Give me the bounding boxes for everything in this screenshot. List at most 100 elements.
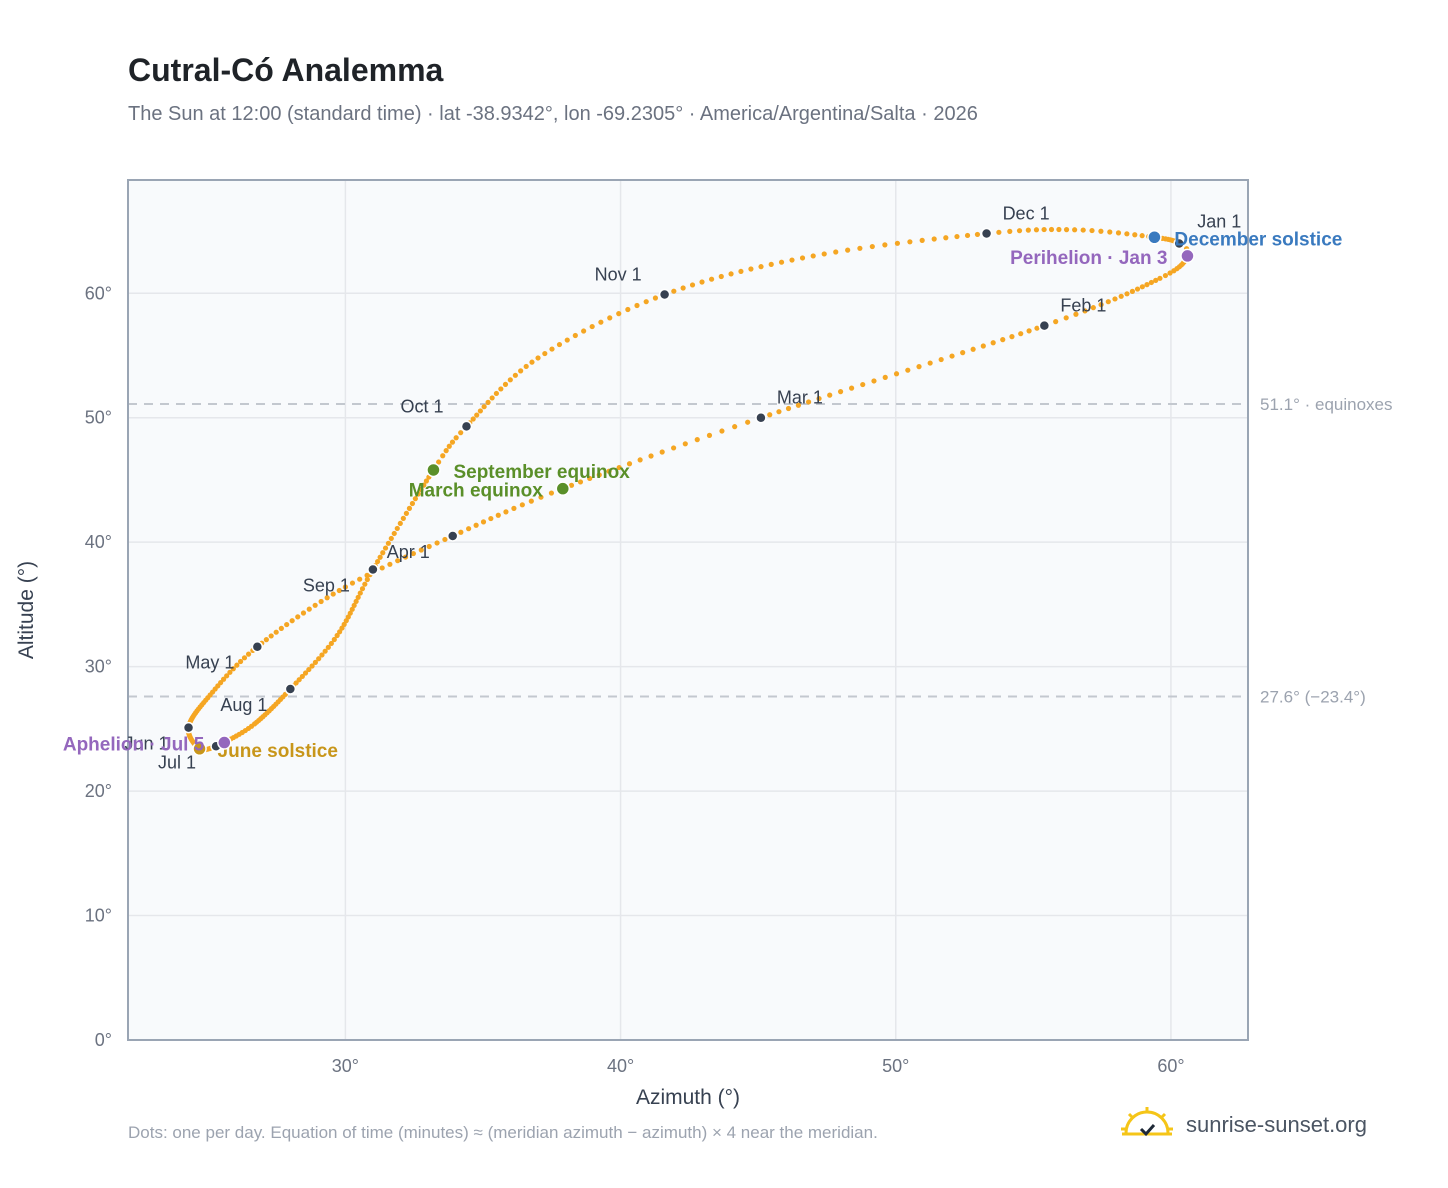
daily-sun-dot — [415, 491, 421, 497]
event-label: March equinox — [409, 481, 544, 502]
daily-sun-dot — [699, 279, 705, 285]
daily-sun-dot — [349, 606, 355, 612]
daily-sun-dot — [391, 530, 397, 537]
daily-sun-dot — [273, 629, 279, 635]
daily-sun-dot — [234, 662, 240, 668]
sun-horizon-check-icon — [1121, 1107, 1173, 1137]
daily-sun-dot — [319, 652, 325, 658]
daily-sun-dot — [708, 276, 715, 282]
daily-sun-dot — [954, 233, 960, 240]
daily-sun-dot — [493, 390, 500, 397]
daily-sun-dot — [990, 340, 996, 346]
daily-sun-dot — [312, 602, 318, 608]
daily-sun-dot — [931, 236, 937, 242]
daily-sun-dot — [960, 350, 966, 356]
daily-sun-dot — [529, 359, 535, 365]
month-marker — [980, 227, 993, 240]
daily-sun-dot — [388, 535, 394, 542]
x-tick-label: 60° — [1157, 1056, 1184, 1076]
month-label: May 1 — [185, 653, 234, 673]
daily-sun-dot — [1082, 308, 1088, 314]
y-tick-label: 20° — [85, 781, 112, 801]
daily-sun-dot — [1063, 315, 1069, 321]
month-label: Aug 1 — [220, 695, 267, 715]
daily-sun-dot — [776, 409, 782, 415]
daily-sun-dot — [1171, 268, 1177, 274]
daily-sun-dot — [1098, 228, 1104, 234]
y-axis-label: Altitude (°) — [15, 561, 38, 659]
daily-sun-dot — [916, 364, 922, 370]
event-label: December solstice — [1174, 229, 1342, 250]
daily-sun-dot — [745, 419, 751, 425]
chart-footnote: Dots: one per day. Equation of time (min… — [128, 1123, 878, 1142]
daily-sun-dot — [857, 245, 863, 251]
daily-sun-dot — [882, 242, 888, 248]
daily-sun-dot — [512, 372, 518, 378]
x-tick-label: 30° — [332, 1056, 359, 1076]
daily-sun-dot — [336, 587, 342, 594]
daily-sun-dot — [893, 371, 900, 377]
daily-sun-dot — [1072, 227, 1078, 233]
daily-sun-dot — [1105, 299, 1111, 305]
daily-sun-dot — [458, 430, 464, 436]
daily-sun-dot — [1089, 227, 1095, 234]
daily-sun-dot — [849, 385, 855, 391]
daily-sun-dot — [882, 374, 888, 380]
daily-sun-dot — [351, 602, 357, 609]
daily-sun-dot — [426, 543, 432, 550]
daily-sun-dot — [470, 416, 476, 422]
daily-sun-dot — [442, 536, 448, 543]
december-solstice-marker — [1147, 230, 1162, 245]
month-label: Jul 1 — [158, 752, 196, 772]
x-tick-label: 50° — [882, 1056, 909, 1076]
x-axis-label: Azimuth (°) — [636, 1086, 740, 1109]
daily-sun-dot — [380, 550, 386, 556]
daily-sun-dot — [964, 232, 971, 239]
daily-sun-dot — [268, 633, 274, 639]
daily-sun-dot — [1112, 296, 1118, 302]
daily-sun-dot — [306, 666, 312, 673]
daily-sun-dot — [324, 595, 330, 601]
daily-sun-dot — [357, 590, 363, 596]
daily-sun-dot — [1034, 325, 1040, 331]
daily-sun-dot — [453, 435, 459, 441]
brand-logo[interactable]: sunrise-sunset.org — [1120, 1100, 1367, 1150]
daily-sun-dot — [263, 637, 269, 643]
daily-sun-dot — [403, 510, 410, 516]
daily-sun-dot — [241, 655, 248, 661]
month-label: Feb 1 — [1060, 296, 1106, 316]
x-tick-label: 40° — [607, 1056, 634, 1076]
june-solstice-marker — [192, 741, 207, 757]
daily-sun-dot — [495, 512, 501, 518]
daily-sun-dot — [300, 610, 307, 616]
daily-sun-dot — [748, 266, 754, 272]
daily-sun-dot — [1025, 227, 1031, 233]
daily-sun-dot — [309, 663, 315, 669]
daily-sun-dot — [220, 676, 227, 682]
daily-sun-dot — [230, 666, 236, 672]
daily-sun-dot — [648, 453, 654, 459]
apsis-marker — [1180, 248, 1195, 264]
daily-sun-dot — [518, 368, 524, 374]
daily-sun-dot — [406, 505, 413, 511]
month-label: Sep 1 — [303, 576, 350, 596]
daily-sun-dot — [607, 315, 613, 321]
daily-sun-dot — [795, 402, 802, 408]
daily-sun-dot — [421, 482, 427, 488]
daily-sun-dot — [596, 472, 602, 478]
daily-sun-dot — [503, 509, 509, 515]
y-tick-label: 30° — [85, 657, 112, 677]
daily-sun-dot — [1098, 302, 1104, 308]
daily-sun-dot — [556, 341, 563, 348]
daily-sun-dot — [331, 636, 337, 643]
daily-sun-dot — [519, 502, 525, 508]
daily-sun-dot — [440, 453, 446, 459]
daily-sun-dot — [1134, 286, 1141, 292]
month-marker — [460, 420, 473, 433]
daily-sun-dot — [1056, 226, 1062, 233]
daily-sun-dot — [289, 618, 295, 624]
daily-sun-dot — [719, 428, 725, 434]
daily-sun-dot — [355, 594, 361, 600]
month-label: Oct 1 — [400, 396, 443, 416]
daily-sun-dot — [473, 522, 479, 528]
